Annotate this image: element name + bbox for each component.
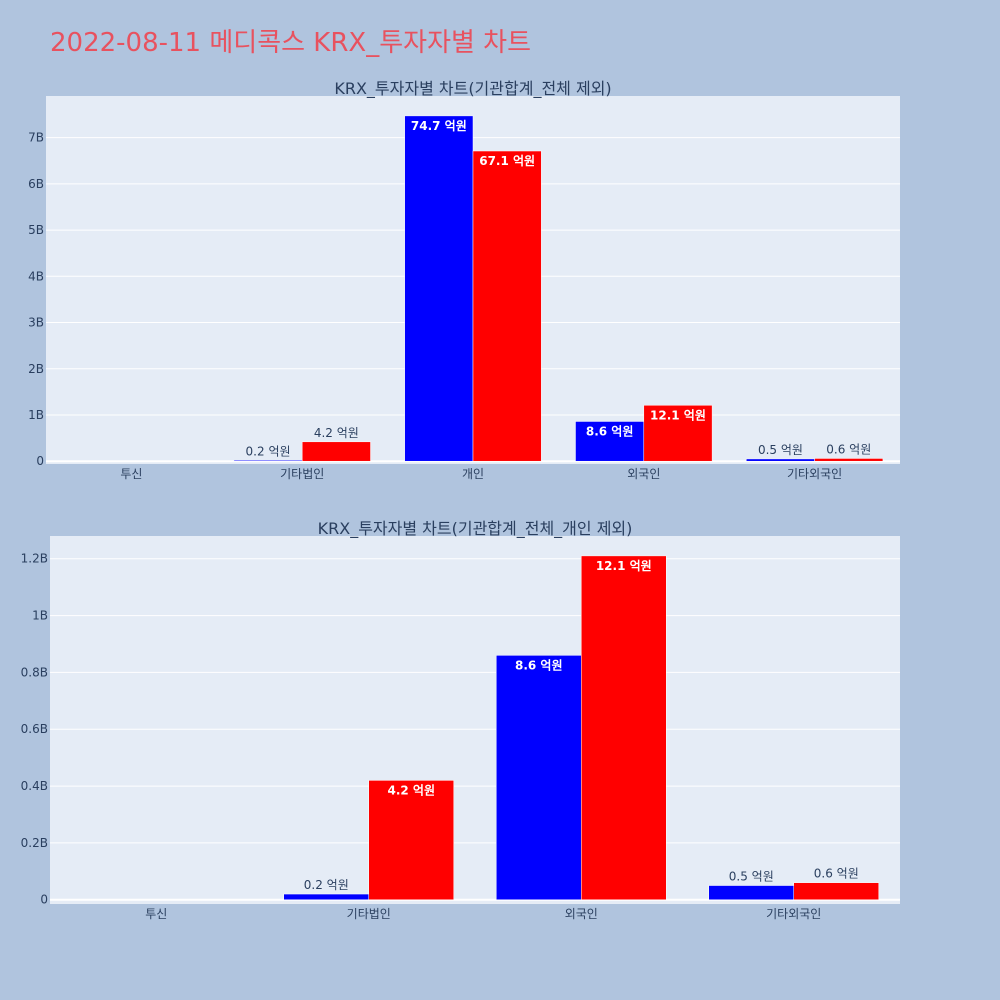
data-label: 0.6 억원 bbox=[814, 867, 859, 881]
y-tick-label: 0.6B bbox=[21, 722, 48, 736]
y-tick-label: 4B bbox=[28, 269, 44, 283]
data-label: 4.2 억원 bbox=[387, 783, 435, 797]
plot-area bbox=[50, 536, 900, 904]
y-tick-label: 0.8B bbox=[21, 665, 48, 679]
y-tick-label: 1B bbox=[32, 609, 48, 623]
chart-title: KRX_투자자별 차트(기관합계_전체 제외) bbox=[334, 79, 611, 99]
bar-sell bbox=[643, 405, 713, 462]
x-tick-label: 기타법인 bbox=[347, 907, 391, 920]
bar-buy bbox=[404, 115, 474, 462]
bar-buy bbox=[496, 655, 582, 900]
bar-sell bbox=[793, 882, 879, 900]
data-label: 0.6 억원 bbox=[826, 442, 871, 456]
y-tick-label: 1B bbox=[28, 408, 44, 422]
bar-sell bbox=[581, 555, 667, 900]
bar-buy bbox=[283, 893, 369, 900]
bar-buy bbox=[575, 421, 645, 462]
x-tick-label: 투신 bbox=[120, 467, 142, 480]
chart-excluding-individual: KRX_투자자별 차트(기관합계_전체_개인 제외) 0 0.2B 0.4B 0.6B 0… bbox=[21, 519, 900, 920]
data-label: 8.6 억원 bbox=[586, 424, 634, 438]
bar-buy bbox=[708, 885, 794, 900]
x-tick-label: 외국인 bbox=[627, 467, 660, 480]
y-tick-label: 0 bbox=[36, 454, 44, 468]
bar-buy bbox=[233, 460, 303, 462]
bar-sell bbox=[472, 150, 542, 462]
data-label: 0.5 억원 bbox=[758, 443, 803, 457]
x-tick-label: 기타외국인 bbox=[787, 467, 842, 480]
x-tick-label: 기타외국인 bbox=[766, 907, 821, 920]
bar-buy bbox=[746, 458, 815, 462]
data-label: 12.1 억원 bbox=[650, 408, 706, 422]
y-tick-label: 3B bbox=[28, 316, 44, 330]
bar-sell bbox=[814, 458, 884, 462]
data-label: 4.2 억원 bbox=[314, 426, 359, 440]
y-tick-label: 6B bbox=[28, 177, 44, 191]
x-tick-label: 투신 bbox=[145, 907, 167, 920]
x-tick-label: 개인 bbox=[462, 467, 484, 480]
bar-sell bbox=[301, 441, 371, 462]
chart-title: KRX_투자자별 차트(기관합계_전체_개인 제외) bbox=[318, 519, 633, 539]
y-tick-label: 1.2B bbox=[21, 552, 48, 566]
data-label: 12.1 억원 bbox=[596, 559, 652, 573]
page-title: 2022-08-11 메디콕스 KRX_투자자별 차트 bbox=[50, 28, 532, 58]
y-tick-label: 2B bbox=[28, 362, 44, 376]
data-label: 8.6 억원 bbox=[515, 658, 563, 672]
chart-all-investors: KRX_투자자별 차트(기관합계_전체 제외) 0 1B 2B 3B 4B 5B 6B 7B 투신… bbox=[28, 79, 900, 480]
data-label: 0.2 억원 bbox=[304, 878, 349, 892]
data-label: 0.2 억원 bbox=[246, 444, 291, 458]
x-tick-label: 외국인 bbox=[565, 907, 598, 920]
data-label: 0.5 억원 bbox=[729, 870, 774, 884]
data-label: 74.7 억원 bbox=[411, 119, 467, 133]
y-tick-label: 5B bbox=[28, 223, 44, 237]
data-label: 67.1 억원 bbox=[479, 154, 535, 168]
bar-sell bbox=[368, 780, 454, 900]
y-tick-label: 0.4B bbox=[21, 779, 48, 793]
y-tick-label: 0 bbox=[40, 893, 48, 907]
y-tick-label: 7B bbox=[28, 131, 44, 145]
y-tick-label: 0.2B bbox=[21, 836, 48, 850]
x-tick-label: 기타법인 bbox=[280, 467, 324, 480]
